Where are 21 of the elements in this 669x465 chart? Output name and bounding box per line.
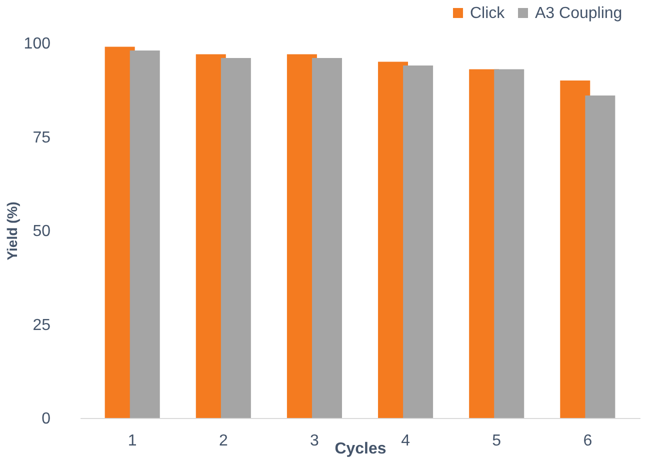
y-tick-label: 75 bbox=[32, 129, 51, 146]
legend-label: Click bbox=[470, 5, 506, 22]
x-tick-label: 6 bbox=[583, 432, 592, 450]
bar bbox=[130, 50, 160, 418]
legend-label: A3 Coupling bbox=[535, 5, 622, 22]
x-axis-title: Cycles bbox=[334, 440, 386, 458]
y-tick-label: 100 bbox=[24, 36, 51, 52]
y-tick-label: 50 bbox=[32, 223, 51, 240]
bar bbox=[312, 58, 342, 418]
x-tick-label: 1 bbox=[128, 432, 137, 450]
bar bbox=[494, 69, 524, 418]
x-tick-label: 4 bbox=[401, 432, 410, 450]
x-tick-label: 3 bbox=[310, 432, 320, 450]
x-tick-label: 2 bbox=[218, 432, 228, 450]
bar bbox=[220, 58, 251, 418]
bar bbox=[403, 66, 434, 418]
y-axis-title: Yield (%) bbox=[4, 202, 20, 260]
bar bbox=[585, 96, 616, 418]
y-tick-label: 25 bbox=[32, 316, 51, 334]
y-tick-label: 0 bbox=[42, 410, 51, 428]
x-tick-label: 5 bbox=[492, 432, 502, 450]
